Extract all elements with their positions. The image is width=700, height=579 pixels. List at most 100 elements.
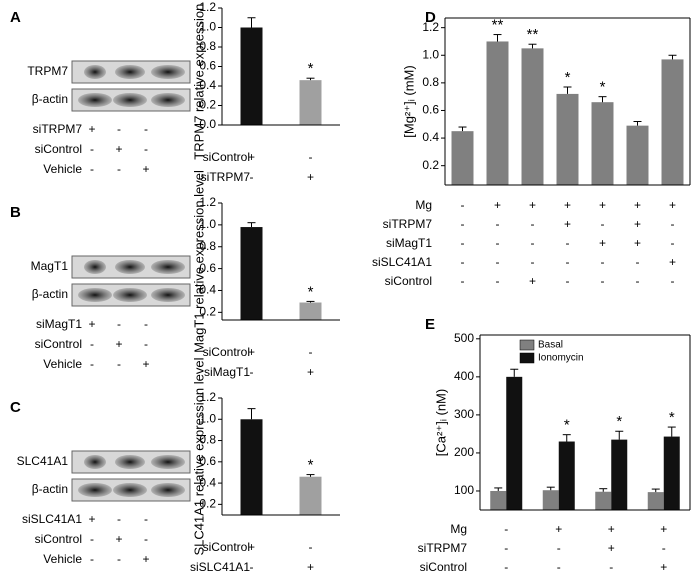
condition-mark: -: [250, 560, 254, 574]
condition-mark: -: [496, 255, 500, 269]
blot-band: [151, 483, 185, 497]
condition-mark: -: [90, 552, 94, 566]
y-tick-label: 0.4: [422, 130, 439, 144]
y-tick-label: 1.2: [422, 20, 439, 34]
condition-mark: +: [142, 552, 149, 566]
condition-label: Mg: [415, 198, 432, 212]
blot-band: [78, 483, 112, 497]
condition-mark: -: [531, 217, 535, 231]
condition-mark: +: [248, 540, 255, 554]
condition-mark: +: [248, 345, 255, 359]
condition-mark: +: [669, 255, 676, 269]
y-tick-label: 1.0: [199, 411, 216, 425]
condition-mark: +: [142, 162, 149, 176]
bar: [521, 48, 544, 186]
y-tick-label: 500: [454, 331, 474, 345]
condition-label: siTRPM7: [418, 541, 468, 555]
condition-mark: -: [117, 122, 121, 136]
bar: [451, 131, 474, 185]
condition-mark: +: [529, 274, 536, 288]
blot-band: [151, 260, 185, 274]
condition-mark: +: [88, 122, 95, 136]
condition-mark: +: [555, 522, 562, 536]
y-tick-label: 0.0: [199, 117, 216, 131]
bar: [556, 93, 579, 185]
condition-mark: +: [115, 142, 122, 156]
condition-mark: -: [144, 532, 148, 546]
bar: [661, 59, 684, 186]
condition-mark: -: [117, 512, 121, 526]
condition-mark: -: [557, 560, 561, 574]
condition-mark: -: [461, 217, 465, 231]
blot-band: [151, 93, 185, 107]
y-tick-label: 0.8: [199, 433, 216, 447]
condition-mark: +: [564, 217, 571, 231]
y-tick-label: 0.2: [199, 497, 216, 511]
condition-mark: -: [309, 150, 313, 164]
significance: *: [308, 60, 314, 77]
panel-label: E: [425, 316, 435, 333]
condition-label: Vehicle: [43, 162, 82, 176]
blot-row-label: β-actin: [32, 92, 68, 106]
condition-mark: +: [608, 541, 615, 555]
legend-label: Ionomycin: [538, 353, 584, 364]
condition-mark: -: [496, 236, 500, 250]
condition-label: siMagT1: [386, 236, 432, 250]
y-tick-label: 100: [454, 483, 474, 497]
blot-band: [113, 483, 147, 497]
condition-label: siTRPM7: [201, 170, 251, 184]
significance: *: [308, 283, 314, 300]
blot-band: [84, 65, 106, 79]
condition-mark: -: [609, 560, 613, 574]
y-tick-label: 0.8: [199, 39, 216, 53]
condition-mark: -: [461, 198, 465, 212]
condition-mark: +: [669, 198, 676, 212]
legend-swatch: [519, 352, 535, 364]
blot-band: [115, 455, 145, 469]
condition-label: siControl: [35, 532, 82, 546]
condition-label: Mg: [450, 522, 467, 536]
bar: [299, 80, 322, 125]
condition-mark: -: [566, 274, 570, 288]
condition-label: siMagT1: [204, 365, 250, 379]
condition-mark: -: [601, 255, 605, 269]
significance: *: [600, 79, 606, 96]
blot-band: [115, 65, 145, 79]
blot-row-label: β-actin: [32, 482, 68, 496]
bar: [240, 227, 263, 320]
bar: [486, 41, 509, 185]
bar: [663, 436, 680, 510]
condition-mark: -: [144, 317, 148, 331]
condition-mark: -: [504, 522, 508, 536]
condition-mark: +: [599, 198, 606, 212]
condition-mark: +: [634, 217, 641, 231]
bar: [558, 441, 575, 510]
condition-mark: -: [90, 357, 94, 371]
significance: *: [669, 409, 675, 426]
condition-mark: -: [566, 236, 570, 250]
y-tick-label: 1.0: [199, 217, 216, 231]
condition-label: siTRPM7: [383, 217, 433, 231]
blot-band: [84, 260, 106, 274]
condition-label: siControl: [35, 337, 82, 351]
significance: *: [565, 69, 571, 86]
condition-mark: +: [142, 357, 149, 371]
bar: [591, 102, 614, 185]
condition-mark: -: [117, 317, 121, 331]
y-tick-label: 0.8: [422, 75, 439, 89]
condition-mark: -: [461, 274, 465, 288]
bar: [299, 302, 322, 320]
condition-mark: +: [115, 337, 122, 351]
condition-mark: -: [144, 122, 148, 136]
condition-mark: -: [531, 255, 535, 269]
bar: [240, 27, 263, 125]
condition-mark: +: [88, 317, 95, 331]
condition-mark: +: [599, 236, 606, 250]
condition-mark: -: [601, 274, 605, 288]
blot-band: [113, 288, 147, 302]
condition-mark: -: [566, 255, 570, 269]
bar: [299, 476, 322, 515]
condition-mark: -: [144, 337, 148, 351]
condition-mark: -: [309, 345, 313, 359]
